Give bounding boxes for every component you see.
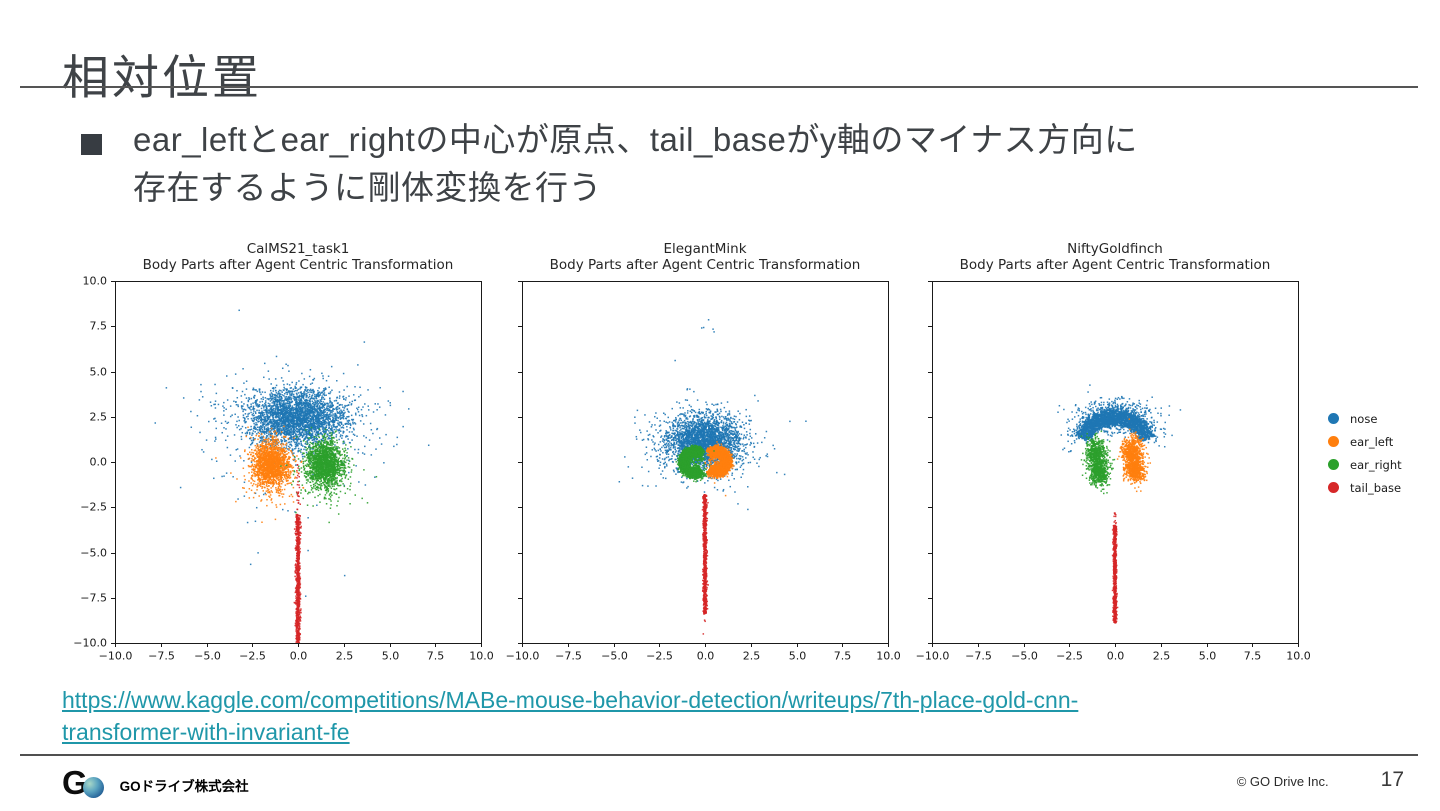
legend-label: tail_base xyxy=(1350,480,1402,495)
legend-item-nose: nose xyxy=(1328,407,1402,430)
source-link[interactable]: https://www.kaggle.com/competitions/MABe… xyxy=(62,684,1342,748)
footer-right: © GO Drive Inc. 17 xyxy=(1237,768,1404,792)
footer-divider xyxy=(20,754,1418,756)
scatter-chart-elegantmink xyxy=(472,275,918,675)
copyright-text: © GO Drive Inc. xyxy=(1236,774,1329,789)
legend-dot-ear-left xyxy=(1328,436,1339,447)
chart-subtitle-line: Body Parts after Agent Centric Transform… xyxy=(959,257,1271,273)
bullet-marker-icon xyxy=(81,134,102,155)
source-link-line-2[interactable]: transformer-with-invariant-fe xyxy=(62,719,350,745)
chart-title-calms21: CalMS21_task1 Body Parts after Agent Cen… xyxy=(85,241,511,273)
page-title: 相対位置 xyxy=(62,51,262,105)
legend-dot-tail-base xyxy=(1328,482,1339,493)
legend-dot-nose xyxy=(1328,413,1339,424)
chart-title-line: ElegantMink xyxy=(663,241,747,257)
bullet-line-1: ear_leftとear_rightの中心が原点、tail_baseがy軸のマイ… xyxy=(133,121,1138,158)
chart-title-niftygoldfinch: NiftyGoldfinch Body Parts after Agent Ce… xyxy=(902,241,1328,273)
chart-subtitle-line: Body Parts after Agent Centric Transform… xyxy=(142,257,454,273)
chart-title-elegantmink: ElegantMink Body Parts after Agent Centr… xyxy=(492,241,918,273)
bullet-text: ear_leftとear_rightの中心が原点、tail_baseがy軸のマイ… xyxy=(133,116,1138,212)
page-number: 17 xyxy=(1380,768,1404,791)
source-link-line-1[interactable]: https://www.kaggle.com/competitions/MABe… xyxy=(62,687,1079,713)
scatter-chart-niftygoldfinch xyxy=(882,275,1328,675)
title-divider xyxy=(20,86,1418,88)
legend-label: nose xyxy=(1350,411,1378,426)
chart-legend: nose ear_left ear_right tail_base xyxy=(1328,407,1402,499)
chart-subtitle-line: Body Parts after Agent Centric Transform… xyxy=(549,257,861,273)
scatter-chart-calms21 xyxy=(65,275,511,675)
legend-item-ear-left: ear_left xyxy=(1328,430,1402,453)
chart-title-line: CalMS21_task1 xyxy=(246,241,350,257)
logo-globe-icon xyxy=(82,777,104,798)
company-logo: G GOドライブ株式会社 xyxy=(62,764,249,802)
chart-title-line: NiftyGoldfinch xyxy=(1067,241,1163,257)
legend-label: ear_left xyxy=(1350,434,1394,449)
company-name: GOドライブ株式会社 xyxy=(119,778,249,794)
legend-item-tail-base: tail_base xyxy=(1328,476,1402,499)
legend-label: ear_right xyxy=(1350,457,1402,472)
legend-dot-ear-right xyxy=(1328,459,1339,470)
legend-item-ear-right: ear_right xyxy=(1328,453,1402,476)
bullet-line-2: 存在するように剛体変換を行う xyxy=(133,169,602,206)
